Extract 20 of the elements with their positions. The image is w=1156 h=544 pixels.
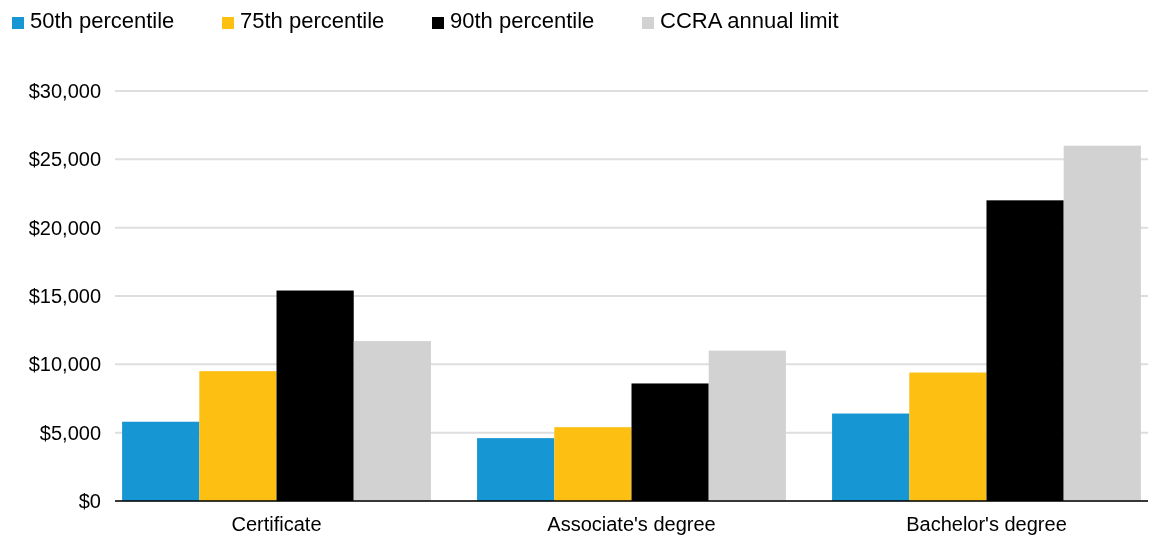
bar xyxy=(199,371,277,501)
y-tick-label: $20,000 xyxy=(28,216,101,239)
bar xyxy=(554,427,632,501)
bar xyxy=(909,372,987,501)
x-tick-label: Bachelor's degree xyxy=(906,513,1067,535)
legend-label: 75th percentile xyxy=(240,8,385,33)
y-tick-label: $30,000 xyxy=(28,80,101,102)
x-tick-label: Associate's degree xyxy=(547,513,716,535)
y-tick-label: $25,000 xyxy=(28,148,101,171)
legend-label: 50th percentile xyxy=(30,8,175,33)
legend-label: 90th percentile xyxy=(450,8,595,33)
bar xyxy=(832,413,910,501)
bar xyxy=(122,421,200,501)
y-tick-label: $10,000 xyxy=(28,353,101,376)
x-tick-label: Certificate xyxy=(231,513,322,535)
y-tick-label: $0 xyxy=(78,490,101,512)
y-tick-label: $5,000 xyxy=(39,421,101,444)
bar xyxy=(477,438,555,501)
legend-label: CCRA annual limit xyxy=(660,8,839,33)
y-tick-label: $15,000 xyxy=(28,285,101,307)
